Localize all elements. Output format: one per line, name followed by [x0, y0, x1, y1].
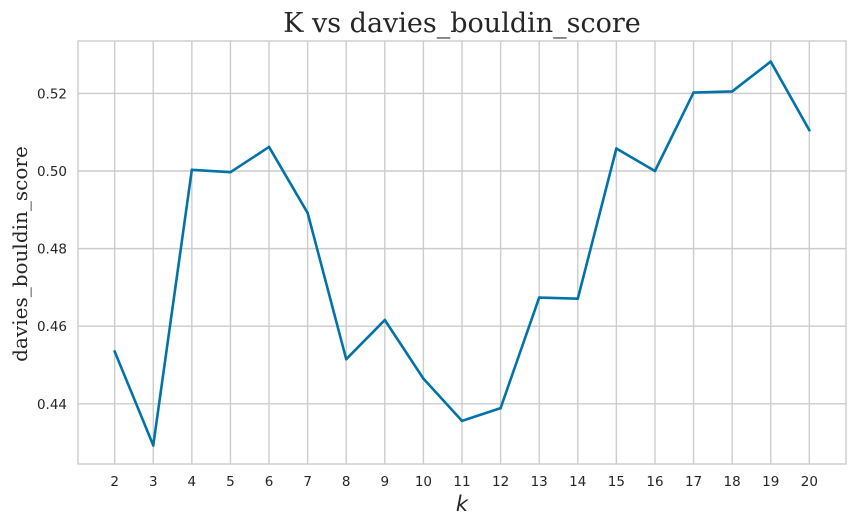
y-axis-title: davies_bouldin_score [8, 146, 32, 362]
x-tick-label: 14 [569, 474, 586, 490]
data-point [151, 444, 155, 447]
data-point [344, 357, 348, 361]
x-tick-label: 13 [531, 474, 548, 490]
y-tick-label: 0.44 [37, 397, 67, 413]
x-tick-label: 12 [492, 474, 509, 490]
x-tick-label: 6 [265, 474, 274, 490]
series-layer [113, 60, 811, 447]
x-tick-label: 16 [646, 474, 663, 490]
data-point [460, 419, 464, 423]
x-tick-label: 10 [415, 474, 432, 490]
data-point [267, 145, 271, 149]
data-point [113, 350, 116, 353]
y-tick-label: 0.50 [37, 164, 67, 180]
x-tick-label: 9 [381, 474, 390, 490]
y-tick-label: 0.46 [37, 319, 67, 335]
x-tick-label: 2 [110, 474, 119, 490]
y-tick-label: 0.48 [37, 242, 67, 258]
y-axis-ticks: 0.44 0.46 0.48 0.50 0.52 [37, 86, 67, 412]
data-point [383, 318, 387, 322]
x-tick-label: 8 [342, 474, 351, 490]
x-axis-title: k [456, 492, 469, 516]
data-point [769, 60, 773, 63]
data-point [537, 296, 541, 299]
chart-title: K vs davies_bouldin_score [283, 8, 641, 39]
x-tick-label: 20 [801, 474, 818, 490]
x-tick-label: 17 [685, 474, 702, 490]
x-axis-ticks: 2 3 4 5 6 7 8 9 10 11 12 13 14 15 16 17 18 19 20 [110, 474, 818, 490]
x-tick-label: 11 [453, 474, 470, 490]
x-tick-label: 15 [608, 474, 625, 490]
data-point [653, 169, 657, 173]
data-point [808, 128, 811, 132]
data-point [190, 168, 194, 172]
data-point [576, 297, 580, 300]
plot-frame [77, 40, 847, 465]
data-point [306, 211, 309, 215]
data-point [499, 406, 502, 410]
grid [78, 41, 846, 464]
x-tick-label: 3 [149, 474, 158, 490]
y-tick-label: 0.52 [37, 86, 67, 102]
plot-border [77, 40, 847, 465]
x-tick-label: 18 [724, 474, 741, 490]
data-point [615, 147, 618, 150]
x-tick-label: 19 [762, 474, 779, 490]
x-tick-label: 4 [188, 474, 197, 490]
x-tick-label: 7 [303, 474, 312, 490]
data-point [229, 170, 232, 174]
data-point [422, 377, 425, 380]
x-tick-label: 5 [226, 474, 235, 490]
data-point [692, 91, 695, 94]
data-point [730, 90, 734, 93]
